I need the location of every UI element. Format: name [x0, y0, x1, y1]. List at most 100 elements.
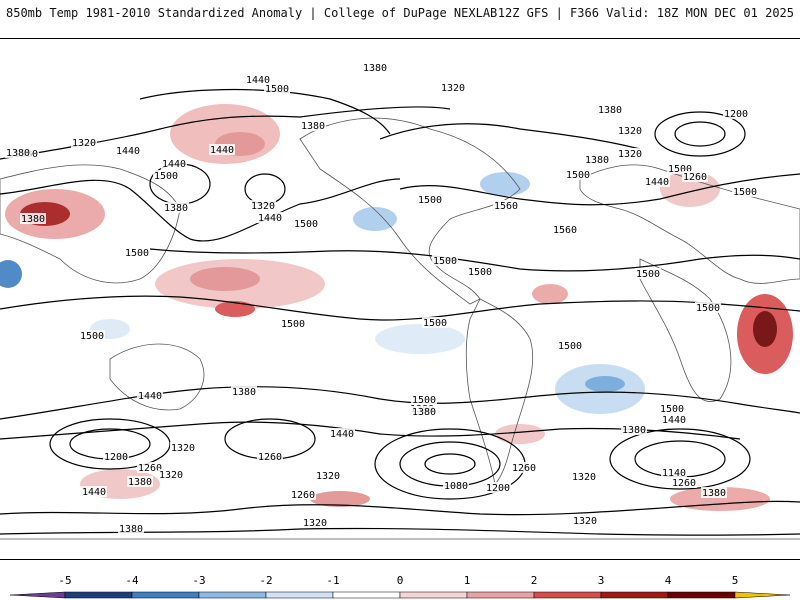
colorbar-swatches — [9, 591, 791, 599]
colorbar-tick-label: 4 — [665, 574, 672, 587]
contour-label: 1320 — [72, 138, 96, 149]
contour-label: 1380 — [232, 387, 256, 398]
contour-label-bg — [231, 386, 257, 397]
contour-label: 1320 — [159, 470, 183, 481]
contour-label-bg — [300, 120, 326, 131]
contour-label: 1320 — [573, 516, 597, 527]
contour-label: 1500 — [423, 318, 447, 329]
colorbar-swatch — [265, 591, 334, 599]
contour-label-bg — [153, 170, 179, 181]
contour-label-bg — [118, 523, 144, 534]
contour-label-bg — [552, 224, 578, 235]
contour-label-bg — [440, 82, 466, 93]
contour-label: 1380 — [164, 203, 188, 214]
contour-label-bg — [124, 247, 150, 258]
contour-label-bg — [158, 469, 184, 480]
contour-label: 1500 — [125, 248, 149, 259]
contour-label-bg — [257, 451, 283, 462]
colorbar-tick-label: -5 — [58, 574, 71, 587]
contour-label: 1380 — [21, 214, 45, 225]
contour-label-bg — [20, 213, 46, 224]
contour-label: 1440 — [116, 146, 140, 157]
contour-label-bg — [5, 147, 31, 158]
contour-label-bg — [557, 340, 583, 351]
colorbar-tick-label: -1 — [326, 574, 339, 587]
contour-label: 1500 — [696, 303, 720, 314]
contour-label: 1380 — [301, 121, 325, 132]
contour-label: 1440 — [645, 177, 669, 188]
contour-label-bg — [411, 394, 437, 405]
contour-label: 1260 — [683, 172, 707, 183]
contour-label-bg — [103, 451, 129, 462]
contour-label: 1380 — [363, 63, 387, 74]
contour-label-bg — [161, 158, 187, 169]
contour-label: 1260 — [258, 452, 282, 463]
anomaly-colorbar: -5 -4 -3 -2 -1 0 1 2 3 4 5 — [9, 574, 791, 599]
contour-label-bg — [671, 477, 697, 488]
contour-label-bg — [661, 414, 687, 425]
contour-label: 1500 — [468, 267, 492, 278]
contour-label-bg — [723, 108, 749, 119]
contour-label: 1320 — [303, 518, 327, 529]
contour-label-bg — [695, 302, 721, 313]
contour-label-bg — [127, 476, 153, 487]
contour-label-bg — [667, 163, 693, 174]
contour-label-bg — [329, 428, 355, 439]
contour-label: 1380 — [412, 407, 436, 418]
contour-label: 1380 — [702, 488, 726, 499]
contour-label: 1440 — [210, 145, 234, 156]
contour-label: 1500 — [668, 164, 692, 175]
model-valid-time: 12Z GFS | F366 Valid: 18Z MON DEC 01 202… — [497, 6, 794, 20]
contour-label: 1500 — [294, 219, 318, 230]
colorbar-tick-label: 2 — [531, 574, 538, 587]
contour-label-bg — [511, 462, 537, 473]
contour-label: 1380 — [622, 425, 646, 436]
contour-label: 1440 — [138, 391, 162, 402]
contour-label: 1440 — [246, 75, 270, 86]
colorbar-tick-label: -2 — [259, 574, 272, 587]
contour-label: 1140 — [662, 468, 686, 479]
contour-label: 1560 — [494, 201, 518, 212]
contour-label-bg — [257, 212, 283, 223]
colorbar-low-arrow — [9, 591, 66, 599]
colorbar-swatch — [198, 591, 267, 599]
contour-label-bg — [432, 255, 458, 266]
contour-label: 1320 — [171, 443, 195, 454]
contour-label-bg — [264, 83, 290, 94]
colorbar-swatch — [332, 591, 401, 599]
contour-label-bg — [571, 471, 597, 482]
contour-label: 1500 — [636, 269, 660, 280]
contour-label-bg — [137, 390, 163, 401]
contour-label: 1500 — [566, 170, 590, 181]
contour-label-bg — [280, 318, 306, 329]
contour-label: 1440 — [330, 429, 354, 440]
contour-label-bg — [659, 403, 685, 414]
colorbar-high-arrow — [734, 591, 791, 599]
contour-label: 1440 — [162, 159, 186, 170]
contour-label-bg — [115, 145, 141, 156]
contour-label: 1260 — [512, 463, 536, 474]
contour-label: 1260 — [672, 478, 696, 489]
contour-label-bg — [635, 268, 661, 279]
contour-label: 1080 — [444, 481, 468, 492]
contour-label: 1200 — [724, 109, 748, 120]
contour-label: 1380 — [598, 105, 622, 116]
colorbar-tick-label: 0 — [397, 574, 404, 587]
contour-label-bg — [493, 200, 519, 211]
contour-label-bg — [71, 137, 97, 148]
contour-label-bg — [617, 148, 643, 159]
contour-label: 1380 — [128, 477, 152, 488]
contour-label: 1560 — [553, 225, 577, 236]
contour-label-bg — [443, 480, 469, 491]
contour-label-bg — [250, 200, 276, 211]
contour-label-bg — [163, 202, 189, 213]
contour-label: 1500 — [154, 171, 178, 182]
colorbar-swatch — [667, 591, 736, 599]
contour-label-bg — [644, 176, 670, 187]
contour-label-bg — [732, 186, 758, 197]
contour-label-bg — [417, 194, 443, 205]
contour-label: 1440 — [258, 213, 282, 224]
contour-label: 1200 — [104, 452, 128, 463]
contour-label: 1320 — [316, 471, 340, 482]
contour-label: 1500 — [418, 195, 442, 206]
